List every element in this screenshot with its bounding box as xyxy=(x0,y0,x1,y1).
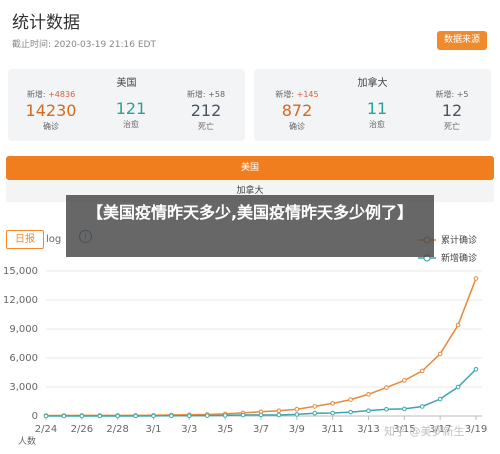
stat-cured: 11 治愈 xyxy=(342,89,412,130)
data-point xyxy=(402,378,407,383)
data-point xyxy=(115,413,120,419)
delta-value: +58 xyxy=(208,90,226,99)
stat-label: 确诊 xyxy=(289,122,305,131)
delta-value: +145 xyxy=(296,90,319,99)
x-tick-label: 3/11 xyxy=(321,424,343,435)
data-point xyxy=(473,276,479,281)
page-title: 统计数据 xyxy=(12,13,80,33)
x-tick-label: 3/3 xyxy=(181,424,197,435)
stat-value: 872 xyxy=(281,101,313,120)
data-point xyxy=(187,413,192,419)
y-tick-label: 15,000 xyxy=(3,266,38,277)
delta-prefix: 新增: xyxy=(435,90,457,99)
x-tick-label: 3/1 xyxy=(145,424,161,435)
delta-value: +4836 xyxy=(48,90,76,99)
data-point xyxy=(240,412,246,418)
data-point xyxy=(437,396,443,402)
data-point xyxy=(366,408,371,413)
data-point xyxy=(151,413,156,419)
x-tick-label: 3/15 xyxy=(393,424,415,435)
data-point xyxy=(419,368,425,374)
deadline-text: 截止时间: 2020-03-19 21:16 EDT xyxy=(12,40,156,50)
data-point xyxy=(276,408,282,414)
data-point xyxy=(169,413,174,419)
data-point xyxy=(61,413,67,419)
data-point xyxy=(294,412,300,417)
log-toggle-button[interactable]: log xyxy=(46,234,62,245)
legend-label: 新增确诊 xyxy=(441,252,477,264)
data-point xyxy=(276,412,282,418)
x-tick-label: 3/13 xyxy=(357,424,379,435)
data-point xyxy=(330,401,335,406)
x-tick-label: 3/9 xyxy=(289,424,305,435)
x-tick-label: 2/24 xyxy=(35,424,57,435)
y-tick-label: 3,000 xyxy=(9,382,38,393)
trend-chart: 0 3,000 6,000 9,000 12,000 15,000 2/24 2/26 2/2… xyxy=(3,234,487,447)
stat-label: 死亡 xyxy=(198,122,214,131)
delta-prefix: 新增: xyxy=(186,90,209,99)
country-name: 加拿大 xyxy=(357,78,388,89)
x-tick-label: 2/28 xyxy=(106,424,128,435)
x-tick-label: 3/7 xyxy=(253,424,269,435)
country-card-us: 美国 新增: +4836 14230 确诊 121 治愈 新增: +58 212… xyxy=(8,69,245,141)
x-tick-label: 2/26 xyxy=(71,424,93,435)
data-point xyxy=(348,397,353,402)
stat-value: 11 xyxy=(366,99,388,118)
title-overlay-banner: 【美国疫情昨天多少,美国疫情昨天多少例了】 xyxy=(66,195,434,257)
data-point xyxy=(419,404,425,409)
data-point xyxy=(222,413,228,418)
daily-toggle-button[interactable]: 日报 xyxy=(6,230,44,249)
stat-value: 14230 xyxy=(25,101,77,120)
data-point xyxy=(294,406,300,412)
data-point xyxy=(258,412,264,418)
y-tick-label: 0 xyxy=(32,411,38,422)
stat-value: 121 xyxy=(115,99,147,118)
delta-prefix: 新增: xyxy=(275,90,297,99)
stat-value: 12 xyxy=(441,101,463,120)
stat-value: 212 xyxy=(190,101,222,120)
stat-confirmed: 新增: +145 872 确诊 xyxy=(262,89,332,132)
x-tick-label: 3/5 xyxy=(217,424,233,435)
stat-dead: 新增: +58 212 死亡 xyxy=(171,89,241,132)
stat-label: 治愈 xyxy=(369,120,385,129)
country-name: 美国 xyxy=(116,78,137,89)
y-axis-label: 人数 xyxy=(18,435,36,447)
stat-dead: 新增: +5 12 死亡 xyxy=(417,89,487,132)
data-point xyxy=(455,322,461,328)
stat-label: 死亡 xyxy=(444,122,460,131)
data-point xyxy=(437,351,443,357)
data-point xyxy=(348,409,353,415)
stat-confirmed: 新增: +4836 14230 确诊 xyxy=(16,89,86,132)
data-point xyxy=(384,406,389,412)
stat-cured: 121 治愈 xyxy=(96,89,166,130)
data-point xyxy=(79,413,85,419)
data-point xyxy=(366,391,371,397)
country-card-canada: 加拿大 新增: +145 872 确诊 11 治愈 新增: +5 12 死亡 xyxy=(254,69,491,141)
delta-prefix: 新增: xyxy=(26,90,49,99)
stat-label: 治愈 xyxy=(123,120,139,129)
data-point xyxy=(97,413,103,419)
watermark: 知乎 @美罗新生 xyxy=(384,425,465,438)
y-tick-label: 9,000 xyxy=(9,324,38,335)
data-point xyxy=(312,404,318,409)
data-point xyxy=(204,413,210,418)
series-line xyxy=(46,278,477,417)
y-tick-label: 12,000 xyxy=(3,295,38,306)
data-source-button[interactable]: 数据来源 xyxy=(437,31,487,50)
x-tick-label: 3/17 xyxy=(429,424,451,435)
delta-value: +5 xyxy=(456,90,469,99)
data-point xyxy=(384,385,389,390)
data-point xyxy=(330,410,335,416)
data-point xyxy=(43,413,49,419)
data-point xyxy=(312,410,318,416)
legend-label: 累计确诊 xyxy=(441,234,477,246)
data-point xyxy=(133,413,138,419)
tab-us[interactable]: 美国 xyxy=(6,156,494,180)
data-point xyxy=(402,406,407,412)
stat-label: 确诊 xyxy=(43,122,59,131)
data-point xyxy=(455,384,461,390)
y-tick-label: 6,000 xyxy=(9,353,38,364)
x-tick-label: 3/19 xyxy=(465,424,487,435)
data-point xyxy=(473,366,479,372)
